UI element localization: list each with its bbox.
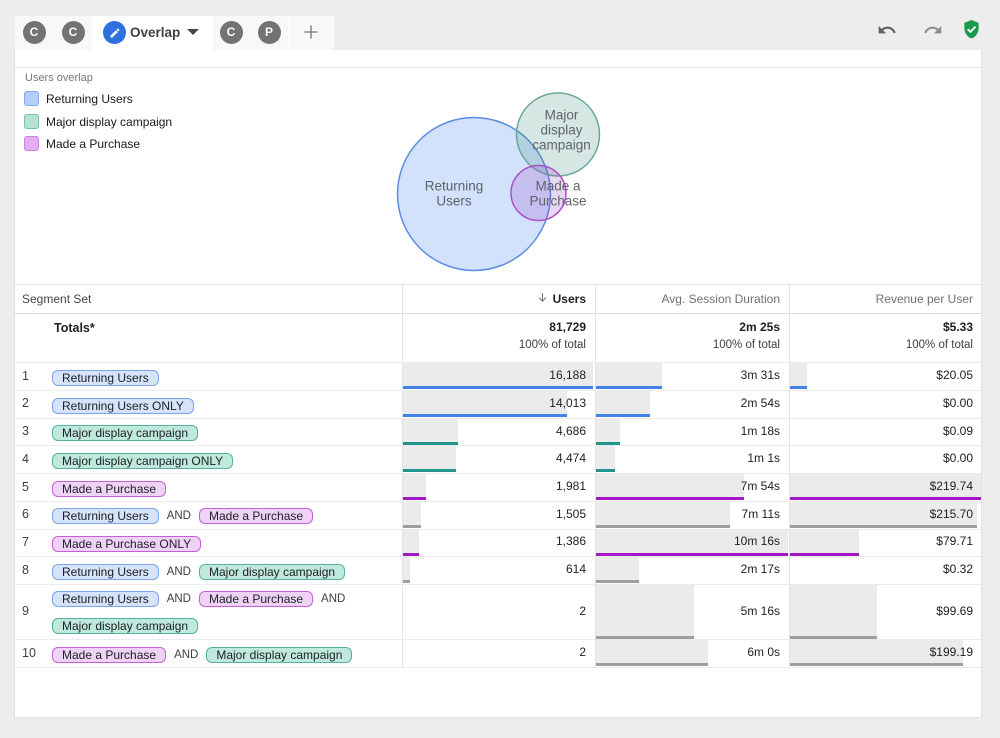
svg-text:Made a: Made a [535,179,581,194]
svg-text:Returning: Returning [425,179,484,194]
svg-text:display: display [540,123,582,138]
svg-text:Users: Users [436,194,472,209]
svg-text:campaign: campaign [532,138,591,153]
svg-text:Purchase: Purchase [529,194,586,209]
svg-text:Major: Major [545,108,579,123]
